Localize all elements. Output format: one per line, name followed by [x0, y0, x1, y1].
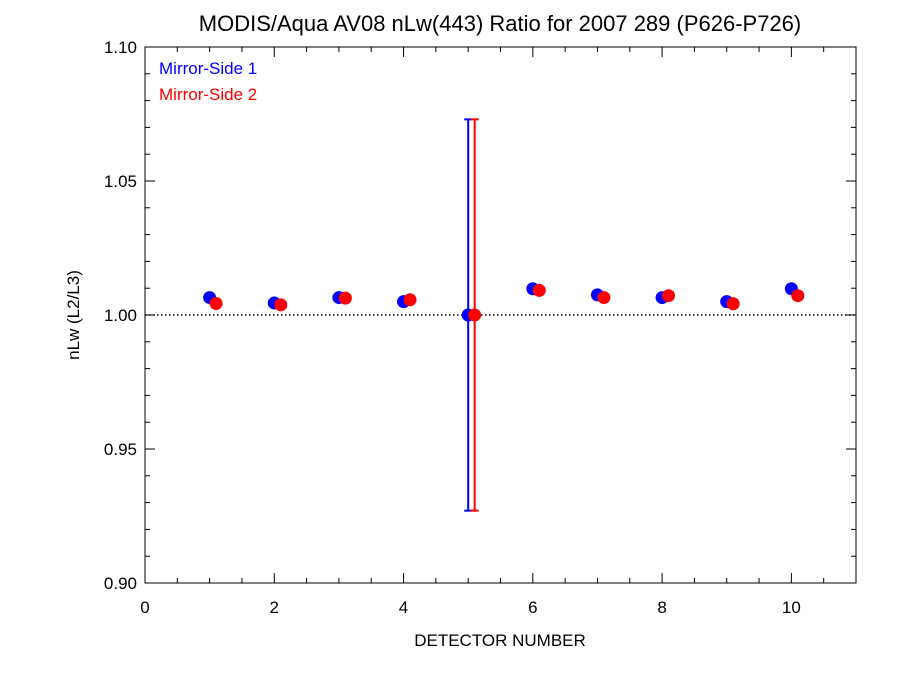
- y-tick-label: 1.00: [104, 306, 137, 325]
- mirror-side-2-point: [468, 308, 482, 322]
- mirror-side-2-point: [274, 298, 288, 312]
- x-axis-label: DETECTOR NUMBER: [414, 631, 586, 650]
- mirror-side-2-point: [209, 296, 223, 310]
- legend-entry: Mirror-Side 2: [159, 85, 257, 104]
- chart-title: MODIS/Aqua AV08 nLw(443) Ratio for 2007 …: [199, 11, 802, 36]
- y-tick-label: 1.05: [104, 172, 137, 191]
- mirror-side-2-point: [662, 289, 676, 303]
- x-tick-label: 0: [140, 598, 149, 617]
- x-tick-label: 8: [657, 598, 666, 617]
- legend-entry: Mirror-Side 1: [159, 59, 257, 78]
- y-tick-label: 0.95: [104, 440, 137, 459]
- y-axis-label: nLw (L2/L3): [64, 270, 83, 360]
- x-tick-label: 4: [399, 598, 408, 617]
- mirror-side-2-point: [532, 283, 546, 297]
- plot-area: 0 2 4 6 8 10 0.90 0.95 1.00 1.05 1.10: [104, 38, 857, 617]
- mirror-side-2-point: [791, 289, 805, 303]
- legend: Mirror-Side 1 Mirror-Side 2: [159, 59, 257, 104]
- mirror-side-2-point: [726, 297, 740, 311]
- mirror-side-2-point: [403, 293, 417, 307]
- x-tick-label: 6: [528, 598, 537, 617]
- x-tick-label: 2: [270, 598, 279, 617]
- y-tick-label: 1.10: [104, 38, 137, 57]
- x-tick-label: 10: [782, 598, 801, 617]
- y-tick-label: 0.90: [104, 574, 137, 593]
- mirror-side-2-point: [338, 291, 352, 305]
- mirror-side-2-point: [597, 291, 611, 305]
